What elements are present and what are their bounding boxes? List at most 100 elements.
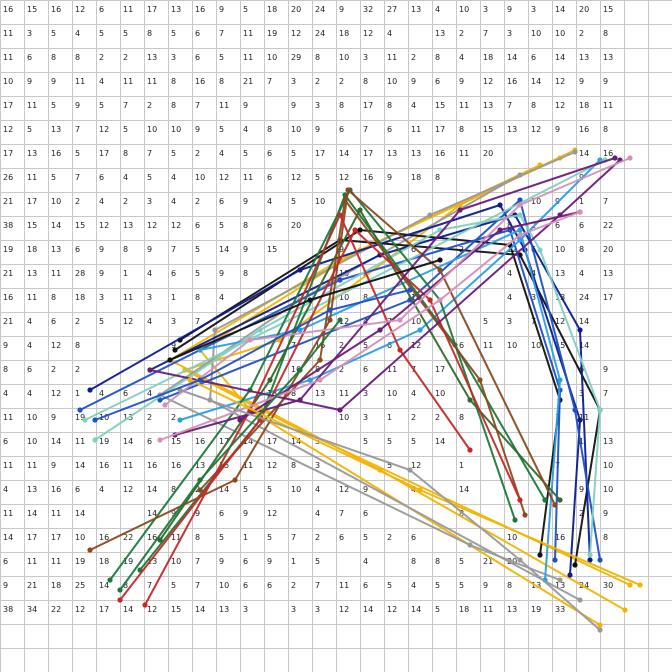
cell-number[interactable]: 5 <box>411 437 416 446</box>
cell-number[interactable]: 5 <box>291 197 296 206</box>
cell-number[interactable]: 20 <box>603 245 613 254</box>
cell-number[interactable]: 25 <box>75 581 85 590</box>
cell-number[interactable]: 3 <box>363 53 368 62</box>
cell-number[interactable]: 15 <box>603 5 613 14</box>
cell-number[interactable]: 2 <box>195 149 200 158</box>
cell-number[interactable]: 22 <box>123 533 133 542</box>
cell-number[interactable]: 8 <box>459 125 464 134</box>
cell-number[interactable]: 5 <box>363 437 368 446</box>
cell-number[interactable]: 5 <box>219 533 224 542</box>
cell-number[interactable]: 15 <box>435 101 445 110</box>
cell-number[interactable]: 3 <box>171 53 176 62</box>
cell-number[interactable]: 2 <box>339 341 344 350</box>
cell-number[interactable]: 6 <box>51 317 56 326</box>
cell-number[interactable]: 12 <box>147 605 157 614</box>
cell-number[interactable]: 20 <box>483 149 493 158</box>
cell-number[interactable]: 6 <box>411 533 416 542</box>
cell-number[interactable]: 7 <box>75 173 80 182</box>
cell-number[interactable]: 17 <box>435 125 445 134</box>
cell-number[interactable]: 27 <box>387 5 397 14</box>
cell-number[interactable]: 6 <box>555 221 560 230</box>
cell-number[interactable]: 12 <box>555 77 565 86</box>
cell-number[interactable]: 5 <box>243 485 248 494</box>
cell-number[interactable]: 8 <box>507 221 512 230</box>
cell-number[interactable]: 16 <box>3 293 13 302</box>
cell-number[interactable]: 12 <box>51 389 61 398</box>
cell-number[interactable]: 11 <box>243 461 253 470</box>
cell-number[interactable]: 10 <box>171 125 181 134</box>
cell-number[interactable]: 13 <box>555 581 565 590</box>
cell-number[interactable]: 19 <box>75 413 85 422</box>
cell-number[interactable]: 5 <box>123 29 128 38</box>
cell-number[interactable]: 12 <box>483 77 493 86</box>
cell-number[interactable]: 17 <box>363 149 373 158</box>
cell-number[interactable]: 7 <box>603 389 608 398</box>
cell-number[interactable]: 10 <box>267 53 277 62</box>
cell-number[interactable]: 6 <box>3 557 8 566</box>
cell-number[interactable]: 9 <box>147 245 152 254</box>
cell-number[interactable]: 17 <box>315 149 325 158</box>
cell-number[interactable]: 8 <box>123 149 128 158</box>
cell-number[interactable]: 11 <box>123 293 133 302</box>
cell-number[interactable]: 18 <box>51 581 61 590</box>
cell-number[interactable]: 8 <box>243 221 248 230</box>
cell-number[interactable]: 7 <box>363 125 368 134</box>
cell-number[interactable]: 8 <box>531 101 536 110</box>
cell-number[interactable]: 9 <box>27 77 32 86</box>
cell-number[interactable]: 11 <box>339 581 349 590</box>
cell-number[interactable]: 12 <box>267 461 277 470</box>
cell-number[interactable]: 2 <box>123 197 128 206</box>
cell-number[interactable]: 11 <box>51 557 61 566</box>
cell-number[interactable]: 4 <box>147 269 152 278</box>
cell-number[interactable]: 16 <box>99 533 109 542</box>
cell-number[interactable]: 16 <box>363 173 373 182</box>
cell-number[interactable]: 13 <box>27 269 37 278</box>
cell-number[interactable]: 18 <box>459 605 469 614</box>
cell-number[interactable]: 21 <box>3 197 13 206</box>
cell-number[interactable]: 11 <box>387 365 397 374</box>
cell-number[interactable]: 8 <box>195 293 200 302</box>
cell-number[interactable]: 1 <box>387 413 392 422</box>
cell-number[interactable]: 7 <box>219 29 224 38</box>
cell-number[interactable]: 14 <box>3 533 13 542</box>
cell-number[interactable]: 16 <box>99 461 109 470</box>
cell-number[interactable]: 4 <box>387 29 392 38</box>
cell-number[interactable]: 18 <box>99 557 109 566</box>
cell-number[interactable]: 13 <box>147 557 157 566</box>
cell-number[interactable]: 1 <box>291 557 296 566</box>
cell-number[interactable]: 9 <box>579 77 584 86</box>
cell-number[interactable]: 2 <box>195 197 200 206</box>
cell-number[interactable]: 2 <box>123 53 128 62</box>
cell-number[interactable]: 7 <box>531 317 536 326</box>
cell-number[interactable]: 11 <box>27 101 37 110</box>
cell-number[interactable]: 2 <box>99 53 104 62</box>
cell-number[interactable]: 14 <box>75 509 85 518</box>
cell-number[interactable]: 18 <box>75 293 85 302</box>
cell-number[interactable]: 8 <box>171 485 176 494</box>
cell-number[interactable]: 12 <box>99 221 109 230</box>
cell-number[interactable]: 10 <box>195 173 205 182</box>
cell-number[interactable]: 19 <box>75 557 85 566</box>
cell-number[interactable]: 21 <box>243 77 253 86</box>
cell-number[interactable]: 17 <box>51 533 61 542</box>
cell-number[interactable]: 17 <box>27 533 37 542</box>
cell-number[interactable]: 21 <box>3 269 13 278</box>
cell-number[interactable]: 5 <box>99 29 104 38</box>
cell-number[interactable]: 13 <box>51 245 61 254</box>
cell-number[interactable]: 2 <box>147 413 152 422</box>
cell-number[interactable]: 16 <box>51 5 61 14</box>
cell-number[interactable]: 7 <box>195 317 200 326</box>
cell-number[interactable]: 2 <box>75 365 80 374</box>
cell-number[interactable]: 6 <box>267 173 272 182</box>
cell-number[interactable]: 3 <box>483 5 488 14</box>
cell-number[interactable]: 8 <box>363 293 368 302</box>
cell-number[interactable]: 8 <box>603 125 608 134</box>
cell-number[interactable]: 11 <box>27 557 37 566</box>
cell-number[interactable]: 9 <box>195 509 200 518</box>
cell-number[interactable]: 12 <box>363 29 373 38</box>
cell-number[interactable]: 10 <box>603 461 613 470</box>
cell-number[interactable]: 12 <box>3 125 13 134</box>
cell-number[interactable]: 13 <box>51 125 61 134</box>
cell-number[interactable]: 10 <box>555 245 565 254</box>
